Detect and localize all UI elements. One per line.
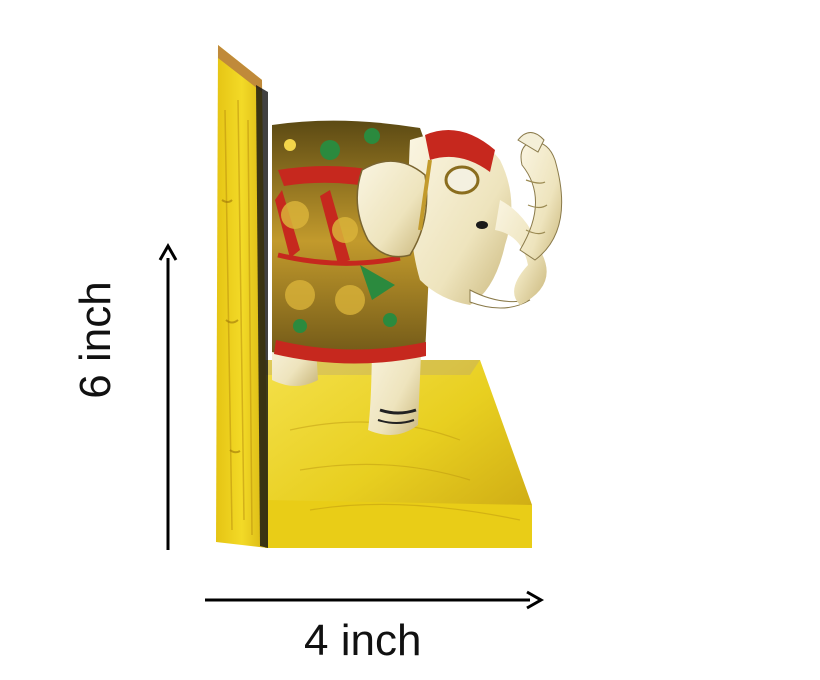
arrow-up-icon — [158, 242, 178, 550]
arrow-right-icon — [205, 590, 545, 610]
height-dimension-label: 6 inch — [71, 281, 120, 399]
bookend-base — [265, 360, 532, 548]
bookend-backboard — [216, 45, 268, 548]
width-dimension-label: 4 inch — [304, 616, 422, 665]
elephant-figurine — [272, 120, 563, 435]
